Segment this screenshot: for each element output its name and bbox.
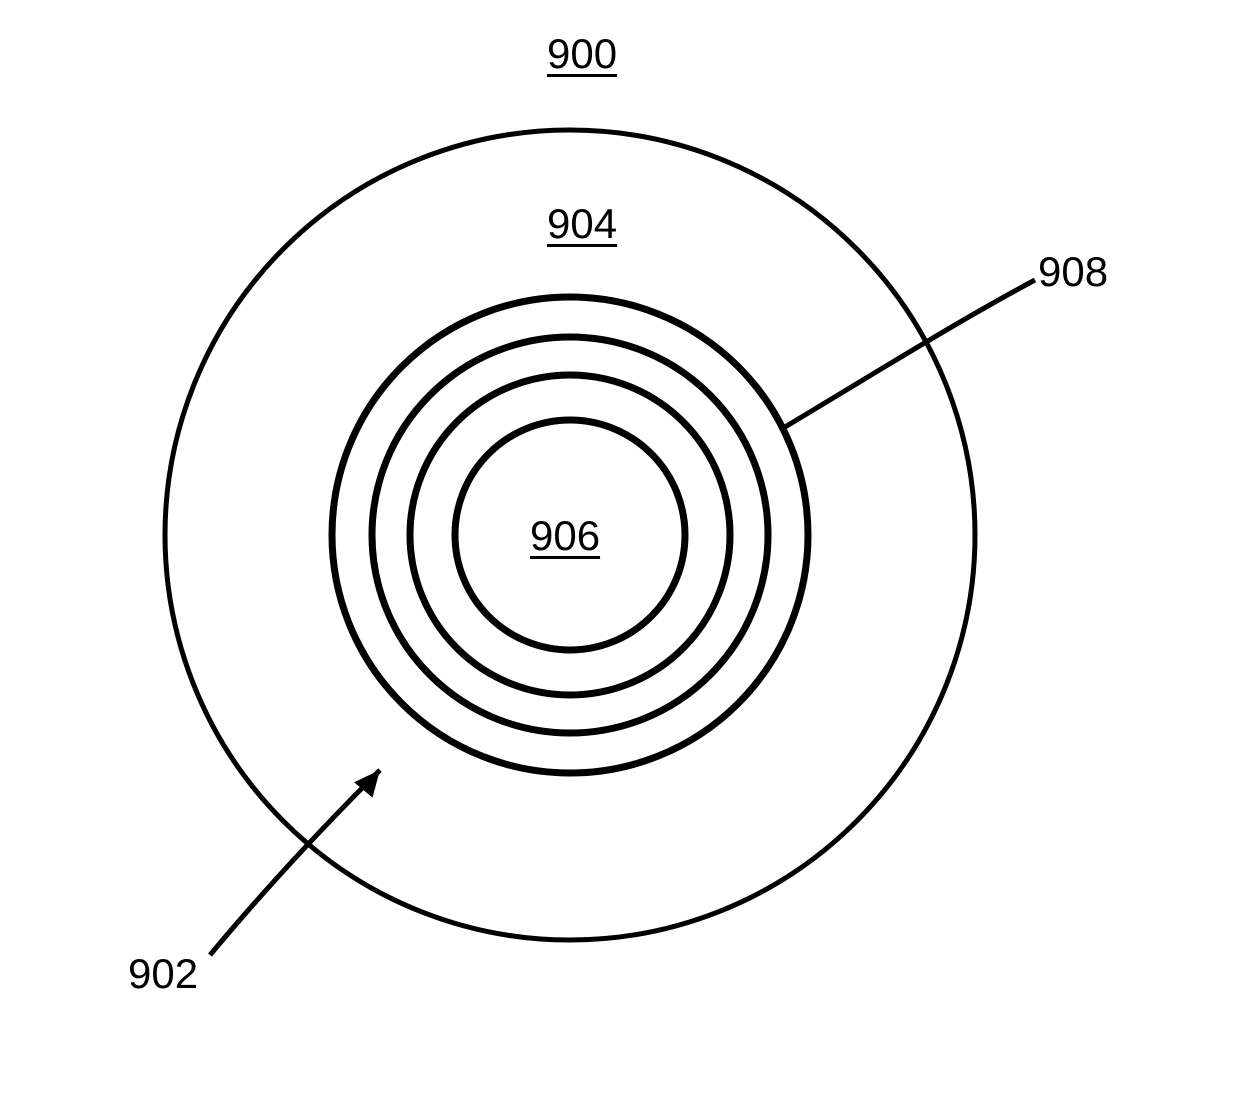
label-900: 900 [547, 30, 617, 78]
leader-line [780, 280, 1035, 430]
label-902: 902 [128, 950, 198, 998]
label-908: 908 [1038, 248, 1108, 296]
diagram-canvas [0, 0, 1240, 1112]
label-904: 904 [547, 200, 617, 248]
label-906: 906 [530, 512, 600, 560]
leader-line [210, 770, 380, 955]
